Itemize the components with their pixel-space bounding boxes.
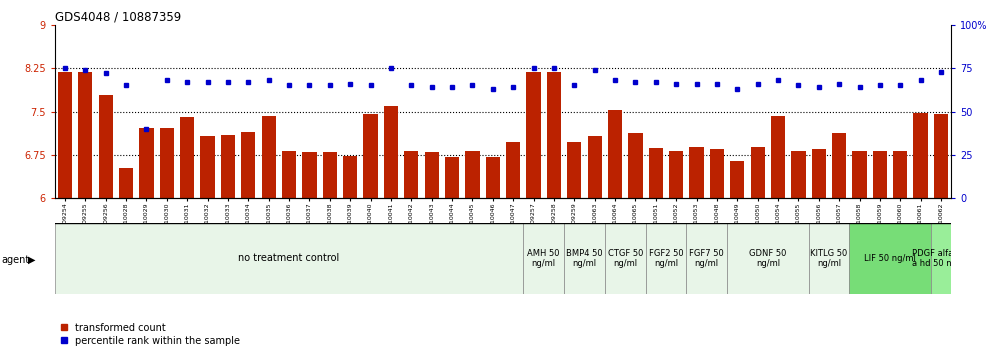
Bar: [506, 142, 520, 198]
Text: AMH 50
ng/ml: AMH 50 ng/ml: [528, 249, 560, 268]
Bar: [547, 72, 561, 198]
Bar: [564, 223, 605, 294]
Bar: [58, 72, 72, 198]
Bar: [221, 135, 235, 198]
Bar: [648, 148, 663, 198]
Bar: [404, 151, 418, 198]
Bar: [809, 223, 850, 294]
Bar: [727, 223, 809, 294]
Bar: [523, 223, 564, 294]
Text: FGF7 50
ng/ml: FGF7 50 ng/ml: [689, 249, 724, 268]
Bar: [608, 110, 622, 198]
Bar: [323, 152, 337, 198]
Bar: [364, 114, 377, 198]
Bar: [527, 72, 541, 198]
Bar: [79, 72, 93, 198]
Bar: [567, 142, 582, 198]
Bar: [605, 223, 645, 294]
Bar: [853, 151, 867, 198]
Bar: [931, 223, 951, 294]
Bar: [343, 156, 358, 198]
Bar: [241, 132, 255, 198]
Text: KITLG 50
ng/ml: KITLG 50 ng/ml: [811, 249, 848, 268]
Bar: [913, 113, 927, 198]
Text: GDS4048 / 10887359: GDS4048 / 10887359: [55, 11, 181, 24]
Bar: [465, 151, 479, 198]
Text: FGF2 50
ng/ml: FGF2 50 ng/ml: [648, 249, 683, 268]
Bar: [282, 151, 296, 198]
Bar: [486, 156, 500, 198]
Bar: [686, 223, 727, 294]
Bar: [812, 149, 826, 198]
Text: no treatment control: no treatment control: [238, 253, 340, 263]
Bar: [628, 133, 642, 198]
Bar: [832, 133, 847, 198]
Bar: [669, 151, 683, 198]
Bar: [180, 117, 194, 198]
Bar: [850, 223, 931, 294]
Text: BMP4 50
ng/ml: BMP4 50 ng/ml: [566, 249, 603, 268]
Bar: [791, 151, 806, 198]
Text: LIF 50 ng/ml: LIF 50 ng/ml: [865, 254, 916, 263]
Bar: [139, 128, 153, 198]
Bar: [751, 147, 765, 198]
Text: CTGF 50
ng/ml: CTGF 50 ng/ml: [608, 249, 642, 268]
Bar: [445, 156, 459, 198]
Bar: [200, 136, 215, 198]
Bar: [159, 128, 174, 198]
Bar: [99, 95, 113, 198]
Legend: transformed count, percentile rank within the sample: transformed count, percentile rank withi…: [60, 323, 240, 346]
Text: ▶: ▶: [28, 255, 36, 265]
Bar: [771, 116, 785, 198]
Bar: [893, 151, 907, 198]
Bar: [689, 147, 703, 198]
Bar: [588, 136, 602, 198]
Bar: [730, 161, 744, 198]
Text: GDNF 50
ng/ml: GDNF 50 ng/ml: [749, 249, 787, 268]
Bar: [872, 151, 887, 198]
Text: PDGF alfa bet
a hd 50 ng/ml: PDGF alfa bet a hd 50 ng/ml: [911, 249, 970, 268]
Text: agent: agent: [1, 255, 29, 265]
Bar: [934, 114, 948, 198]
Bar: [55, 223, 523, 294]
Bar: [262, 116, 276, 198]
Bar: [424, 152, 439, 198]
Bar: [303, 152, 317, 198]
Bar: [119, 168, 133, 198]
Bar: [645, 223, 686, 294]
Bar: [383, 106, 398, 198]
Bar: [710, 149, 724, 198]
